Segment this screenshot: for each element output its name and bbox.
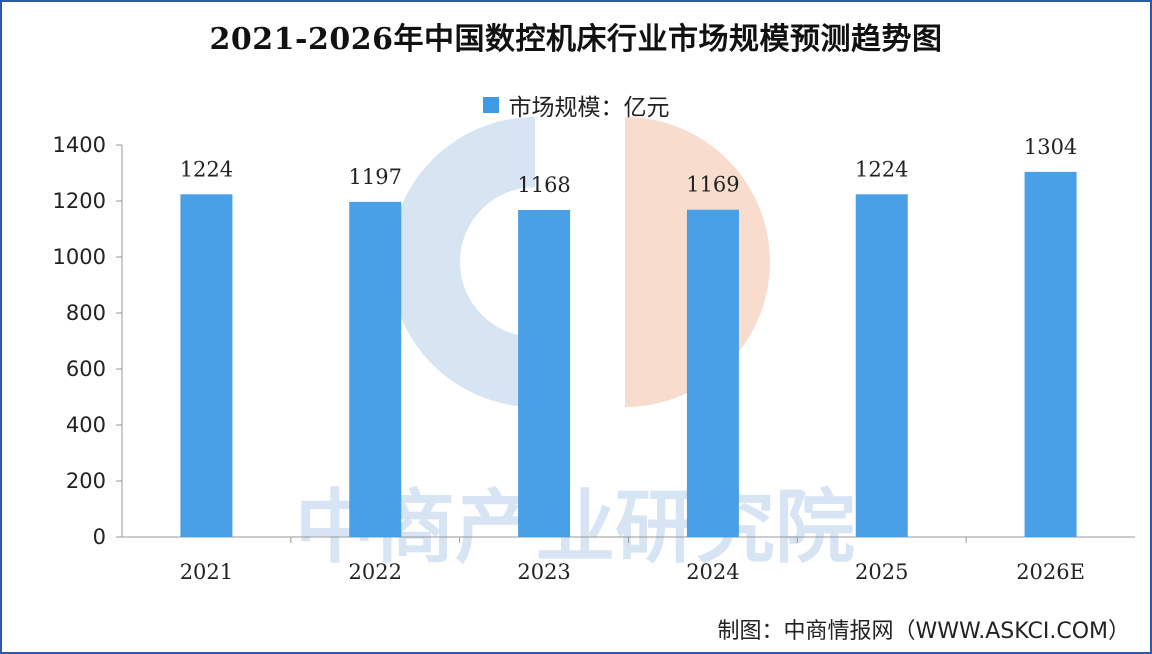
x-tick-label: 2023 <box>517 560 570 584</box>
data-label: 1224 <box>855 157 908 181</box>
x-tick-label: 2026E <box>1016 560 1085 584</box>
data-label: 1168 <box>517 173 570 197</box>
x-tick-label: 2024 <box>686 560 739 584</box>
data-label: 1197 <box>349 165 402 189</box>
bar-2024 <box>686 209 739 537</box>
x-tick-label: 2021 <box>180 560 233 584</box>
x-tick-label: 2022 <box>349 560 402 584</box>
y-tick-label: 600 <box>66 357 106 381</box>
y-tick-label: 800 <box>66 301 106 325</box>
legend: 市场规模：亿元 <box>0 88 1152 122</box>
legend-swatch <box>482 97 499 113</box>
bar-2022 <box>349 201 402 537</box>
source-note: 制图：中商情报网（WWW.ASKCI.COM） <box>717 619 1130 644</box>
y-tick-label: 400 <box>66 413 106 437</box>
data-label: 1224 <box>180 157 233 181</box>
y-tick-label: 1000 <box>53 245 106 269</box>
y-tick-label: 1200 <box>53 189 106 213</box>
legend-label: 市场规模：亿元 <box>508 95 670 121</box>
bar-2023 <box>518 209 571 537</box>
y-tick-label: 1400 <box>53 133 106 157</box>
chart-title: 2021-2026年中国数控机床行业市场规模预测趋势图 <box>209 22 943 57</box>
y-tick-label: 200 <box>66 469 106 493</box>
bar-2021 <box>180 194 233 537</box>
watermark-logo-left <box>390 117 535 407</box>
bar-2026E <box>1024 171 1077 537</box>
bar-series: 1224 1197 1168 1169 1224 1304 <box>180 135 1077 537</box>
bar-2025 <box>855 194 908 537</box>
y-tick-label: 0 <box>93 525 106 549</box>
x-tick-label: 2025 <box>855 560 908 584</box>
x-axis-labels: 2021 2022 2023 2024 2025 2026E <box>180 537 1085 584</box>
watermark: 中商产业研究院 <box>295 117 855 574</box>
data-label: 1169 <box>686 173 739 197</box>
data-label: 1304 <box>1024 135 1077 159</box>
y-axis: 0 200 400 600 800 1000 1200 1400 <box>53 133 1135 549</box>
